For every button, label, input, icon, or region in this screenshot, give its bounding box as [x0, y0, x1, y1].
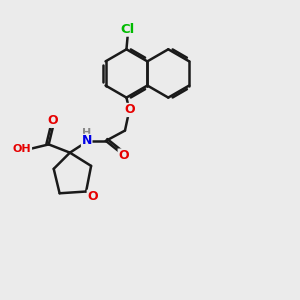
Text: H: H	[82, 128, 91, 138]
Text: O: O	[48, 114, 58, 127]
Text: Cl: Cl	[121, 23, 135, 36]
Text: O: O	[118, 149, 129, 162]
Text: O: O	[124, 103, 135, 116]
Text: OH: OH	[13, 144, 32, 154]
Text: O: O	[87, 190, 98, 203]
Text: N: N	[82, 134, 92, 147]
